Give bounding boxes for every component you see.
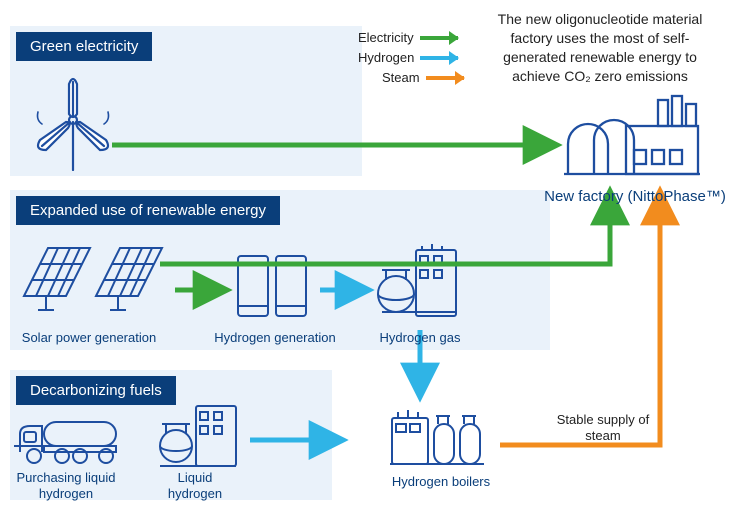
label-h2gen: Hydrogen generation <box>200 330 350 346</box>
hydrogen-generator-icon <box>232 248 314 323</box>
legend-hydrogen: Hydrogen <box>358 50 458 65</box>
label-factory: New factory (NittoPhase™) <box>540 188 730 206</box>
arrow-icon <box>420 56 458 60</box>
legend-steam-label: Steam <box>382 70 420 85</box>
solar-panel-icon <box>16 238 171 323</box>
hydrogen-gas-tank-icon <box>372 244 462 324</box>
legend-electricity-label: Electricity <box>358 30 414 45</box>
arrow-icon <box>426 76 464 80</box>
legend-electricity: Electricity <box>358 30 458 45</box>
arrow-icon <box>420 36 458 40</box>
label-purchase: Purchasing liquid hydrogen <box>6 470 126 501</box>
top-description: The new oligonucleotide material factory… <box>480 10 720 86</box>
tanker-truck-icon <box>14 414 124 469</box>
header-renewable: Expanded use of renewable energy <box>16 196 280 225</box>
factory-icon <box>562 94 702 182</box>
label-h2gas: Hydrogen gas <box>360 330 480 346</box>
wind-turbine-icon <box>28 76 118 171</box>
legend-hydrogen-label: Hydrogen <box>358 50 414 65</box>
header-decarb: Decarbonizing fuels <box>16 376 176 405</box>
boiler-icon <box>388 402 488 472</box>
header-green: Green electricity <box>16 32 152 61</box>
label-steam-supply: Stable supply of steam <box>548 412 658 445</box>
liquid-hydrogen-tank-icon <box>154 404 242 474</box>
label-solar: Solar power generation <box>14 330 164 346</box>
label-boilers: Hydrogen boilers <box>366 474 516 490</box>
legend-steam: Steam <box>382 70 464 85</box>
label-liquidh2: Liquid hydrogen <box>150 470 240 501</box>
